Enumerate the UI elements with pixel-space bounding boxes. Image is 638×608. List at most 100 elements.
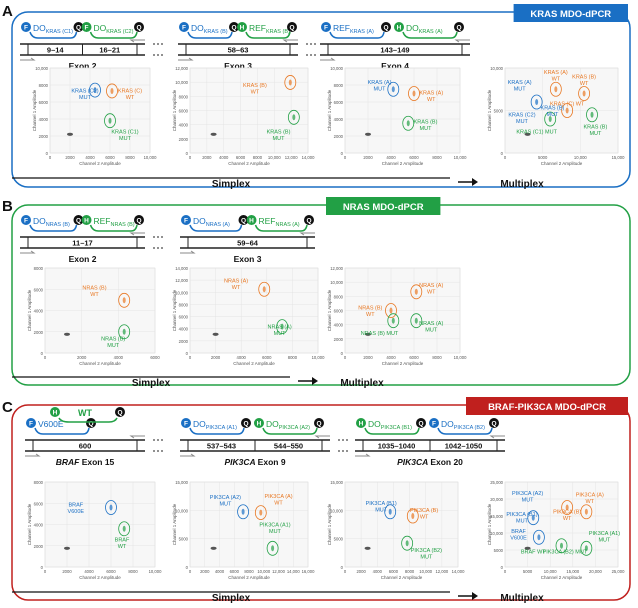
- y-tick-label: 20,000: [490, 497, 503, 502]
- x-tick-label: 8000: [405, 569, 415, 574]
- probe-arc: [89, 224, 138, 232]
- cluster-gate: [266, 540, 279, 556]
- x-tick-label: 6000: [262, 355, 272, 360]
- cluster-label: NRAS (A)WT: [224, 279, 248, 292]
- x-tick-label: 8000: [432, 355, 442, 360]
- label-line: KRAS (C2): [508, 113, 535, 119]
- droplet-cluster: [108, 117, 112, 124]
- primer-arrow: [282, 39, 298, 43]
- y-tick-label: 8000: [334, 83, 344, 88]
- x-tick-label: 10,000: [419, 569, 432, 574]
- fluorophore-f-icon: [179, 22, 189, 32]
- quencher-q-icon: [241, 418, 251, 428]
- negative-droplets: [212, 332, 219, 336]
- y-tick-label: 2000: [179, 339, 189, 344]
- quencher-letter: Q: [136, 25, 141, 32]
- y-tick-label: 4000: [179, 327, 189, 332]
- probe-name: V600E: [38, 419, 64, 429]
- label-line: KRAS (B): [243, 83, 267, 89]
- quencher-letter: Q: [88, 421, 93, 428]
- multiplex-label: Multiplex: [500, 593, 544, 603]
- probe-name: DOKRAS (A): [406, 23, 443, 35]
- x-tick-label: 15,000: [612, 155, 625, 160]
- label-line: NRAS (B): [82, 285, 106, 291]
- panel-frame: [11, 11, 631, 188]
- x-tick-label: 2000: [356, 569, 366, 574]
- label-line: KRAS (B): [572, 74, 596, 80]
- cluster-label: PIK3CA (B)WT: [553, 510, 581, 523]
- fluorophore-letter: H: [397, 25, 402, 32]
- fluorophore-f-icon: [21, 215, 31, 225]
- fluorophore-letter: F: [432, 421, 436, 428]
- fluorophore-f-icon: [81, 22, 92, 32]
- probe-arc: [245, 31, 291, 39]
- fluorophore-letter: F: [184, 421, 188, 428]
- probe-arc: [89, 31, 138, 39]
- label-line: MUT: [420, 554, 433, 560]
- y-axis-title: Channel 1 Amplitude: [172, 289, 177, 331]
- label-line: NRAS (A): [268, 324, 292, 330]
- label-line: WT: [90, 292, 99, 298]
- plot-area: [344, 67, 461, 154]
- y-tick-label: 0: [501, 151, 504, 156]
- codon-range: 9–14: [47, 46, 65, 55]
- fluorophore-h-icon: [394, 22, 404, 32]
- label-line: PIK3CA (B1): [506, 512, 537, 518]
- droplet-cluster: [259, 509, 263, 516]
- y-tick-label: 5000: [494, 109, 504, 114]
- negative-droplets: [210, 546, 217, 550]
- cluster-label: NRAS (B)MUT: [101, 336, 125, 349]
- exon-label: Exon 3: [234, 254, 262, 264]
- y-tick-label: 6000: [334, 100, 344, 105]
- cluster-label: PIK3CA (A)WT: [264, 494, 292, 507]
- x-tick-label: 2000: [200, 569, 210, 574]
- y-axis-title: Channel 1 Amplitude: [327, 289, 332, 331]
- label-line: MUT: [589, 131, 602, 137]
- y-tick-label: 0: [341, 565, 344, 570]
- droplet-cluster: [548, 116, 552, 122]
- cluster-label: KRAS (A)MUT: [508, 80, 532, 93]
- x-tick-label: 5000: [523, 569, 533, 574]
- label-line: BRAF: [115, 538, 130, 544]
- probe-name: DOPIK3CA (B1): [368, 419, 412, 431]
- droplet-cluster: [389, 307, 393, 314]
- cluster-gate: [402, 115, 415, 131]
- codon-range: 16–21: [99, 46, 120, 55]
- label-line: MUT: [273, 136, 286, 142]
- fluorophore-letter: F: [184, 218, 188, 225]
- primer-arrow: [314, 435, 330, 439]
- label-line: PIK3CA (B2): [411, 548, 442, 554]
- droplet-cluster: [584, 545, 588, 552]
- fluorophore-letter: F: [85, 25, 89, 32]
- y-tick-label: 10,000: [490, 66, 503, 71]
- x-tick-label: 10,000: [454, 155, 467, 160]
- cluster-gate: [387, 81, 400, 97]
- droplet-cluster: [122, 328, 126, 335]
- ddpcr-plot: 12,000 10,000 8000 6000 4000 2000 00 2000 4000 60…: [327, 266, 467, 366]
- x-tick-label: 4000: [386, 155, 396, 160]
- y-tick-label: 12,000: [175, 278, 188, 283]
- ddpcr-plot: 8000 6000 4000 2000 00 2000 4000 6000 Channel 2 …: [27, 266, 160, 366]
- negative-droplets: [210, 132, 217, 136]
- probe-name: DOPIK3CA (A1): [193, 419, 237, 431]
- x-tick-label: 0: [44, 355, 47, 360]
- x-tick-label: 10,000: [144, 155, 157, 160]
- probe-name: DONRAS (A): [193, 216, 230, 228]
- exon-label: Exon 2: [69, 61, 97, 71]
- probe-arc: [58, 417, 118, 423]
- label-line: MUT: [598, 537, 611, 543]
- y-tick-label: 8000: [34, 480, 44, 485]
- y-tick-label: 6000: [34, 287, 44, 292]
- quencher-q-icon: [134, 22, 144, 32]
- multiplex-label: Multiplex: [340, 378, 384, 389]
- droplet-cluster: [288, 79, 292, 86]
- label-line: MUT: [516, 119, 529, 125]
- x-tick-label: 4000: [85, 155, 95, 160]
- cluster-label: KRAS (C2)MUT: [71, 89, 98, 102]
- y-tick-label: 0: [341, 351, 344, 356]
- probe-arc: [187, 31, 233, 39]
- cluster-label: KRAS (B)MUT: [267, 130, 291, 143]
- x-tick-label: 10,000: [544, 569, 557, 574]
- arrow-right-icon: [472, 178, 478, 186]
